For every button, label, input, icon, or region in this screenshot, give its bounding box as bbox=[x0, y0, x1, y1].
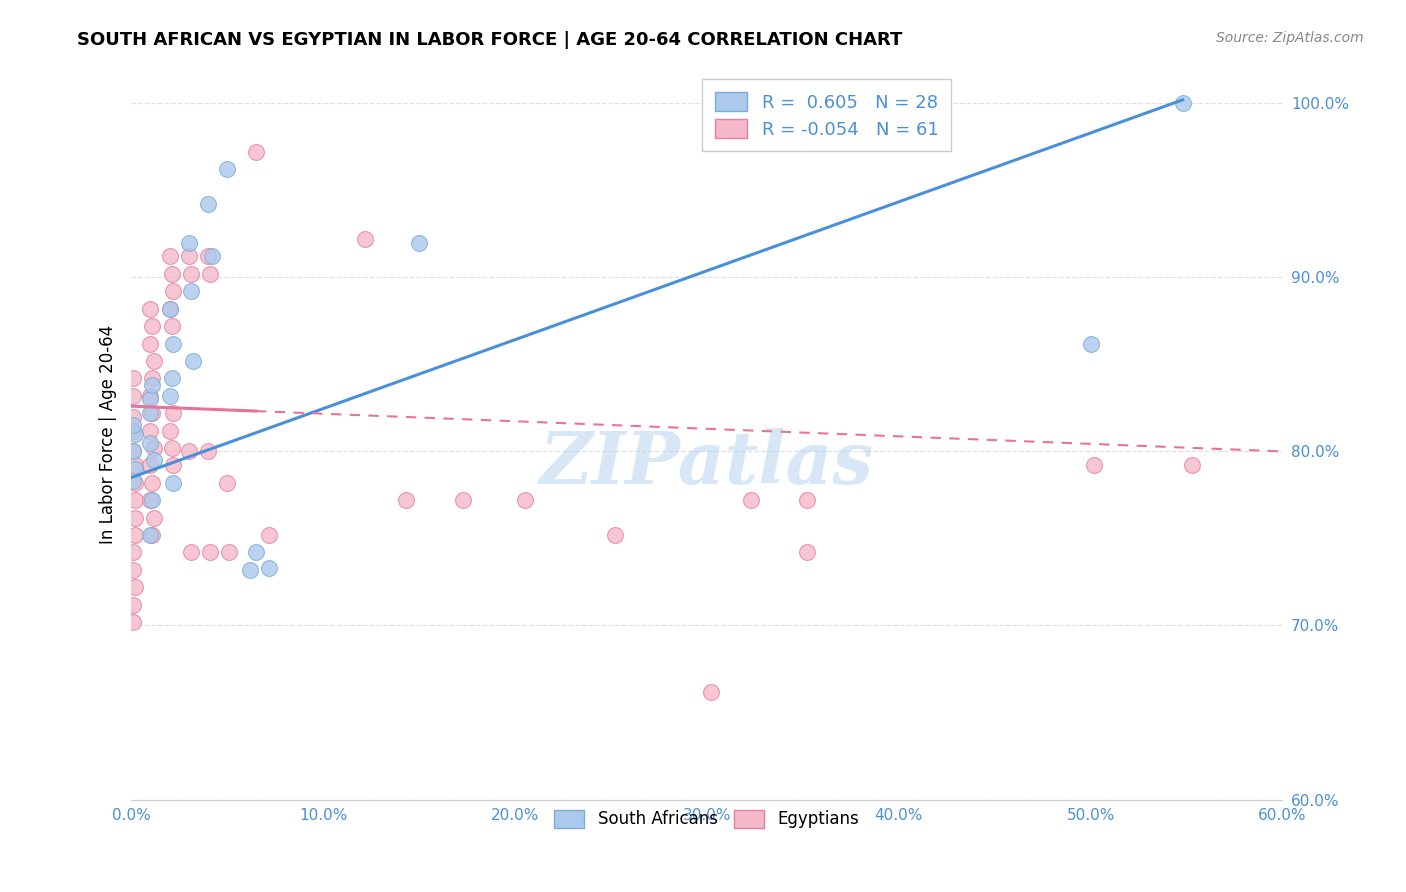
Point bbox=[122, 389, 145, 403]
Point bbox=[160, 371, 183, 385]
Point bbox=[122, 598, 145, 612]
Text: ZIPatlas: ZIPatlas bbox=[540, 428, 875, 499]
Text: SOUTH AFRICAN VS EGYPTIAN IN LABOR FORCE | AGE 20-64 CORRELATION CHART: SOUTH AFRICAN VS EGYPTIAN IN LABOR FORCE… bbox=[77, 31, 903, 49]
Point bbox=[124, 510, 146, 524]
Point bbox=[198, 267, 221, 281]
Point bbox=[162, 458, 184, 473]
Point bbox=[796, 545, 818, 559]
Point bbox=[1080, 336, 1102, 351]
Point bbox=[159, 389, 181, 403]
Point bbox=[139, 336, 162, 351]
Point bbox=[162, 406, 184, 420]
Legend: South Africans, Egyptians: South Africans, Egyptians bbox=[548, 803, 866, 835]
Point bbox=[218, 545, 240, 559]
Point bbox=[180, 545, 202, 559]
Point bbox=[122, 615, 145, 629]
Point bbox=[181, 354, 204, 368]
Point bbox=[160, 319, 183, 334]
Point bbox=[139, 406, 162, 420]
Point bbox=[124, 493, 146, 508]
Point bbox=[408, 235, 430, 250]
Point bbox=[122, 474, 145, 488]
Point bbox=[139, 301, 162, 316]
Point bbox=[160, 441, 183, 455]
Point bbox=[122, 409, 145, 424]
Point bbox=[139, 493, 162, 508]
Point bbox=[122, 371, 145, 385]
Point bbox=[245, 545, 267, 559]
Point bbox=[143, 453, 166, 467]
Point bbox=[162, 475, 184, 490]
Point bbox=[143, 441, 166, 455]
Point bbox=[141, 378, 163, 392]
Point bbox=[159, 424, 181, 438]
Point bbox=[180, 267, 202, 281]
Point bbox=[1171, 96, 1194, 111]
Point bbox=[139, 389, 162, 403]
Point bbox=[394, 493, 416, 508]
Point bbox=[139, 435, 162, 450]
Point bbox=[124, 427, 146, 442]
Text: Source: ZipAtlas.com: Source: ZipAtlas.com bbox=[1216, 31, 1364, 45]
Point bbox=[259, 528, 281, 542]
Point bbox=[201, 250, 224, 264]
Point bbox=[122, 418, 145, 433]
Point bbox=[124, 462, 146, 476]
Point bbox=[124, 475, 146, 490]
Point bbox=[239, 563, 262, 577]
Point bbox=[122, 563, 145, 577]
Point bbox=[124, 458, 146, 473]
Point bbox=[177, 444, 200, 458]
Point bbox=[143, 354, 166, 368]
Point bbox=[124, 528, 146, 542]
Point bbox=[139, 458, 162, 473]
Point bbox=[1083, 458, 1105, 473]
Point bbox=[141, 319, 163, 334]
Point bbox=[513, 493, 536, 508]
Point bbox=[122, 444, 145, 458]
Point bbox=[451, 493, 474, 508]
Point bbox=[180, 285, 202, 299]
Point bbox=[159, 250, 181, 264]
Point bbox=[699, 684, 721, 698]
Point bbox=[122, 424, 145, 438]
Point bbox=[141, 493, 163, 508]
Point bbox=[143, 510, 166, 524]
Point bbox=[122, 444, 145, 458]
Point bbox=[1181, 458, 1204, 473]
Point bbox=[162, 285, 184, 299]
Point bbox=[197, 197, 219, 211]
Point bbox=[197, 444, 219, 458]
Point bbox=[796, 493, 818, 508]
Point bbox=[141, 406, 163, 420]
Point bbox=[139, 392, 162, 407]
Point bbox=[603, 528, 626, 542]
Point bbox=[139, 528, 162, 542]
Point bbox=[159, 301, 181, 316]
Point bbox=[122, 545, 145, 559]
Point bbox=[177, 250, 200, 264]
Point bbox=[160, 267, 183, 281]
Point bbox=[141, 475, 163, 490]
Point bbox=[162, 336, 184, 351]
Point bbox=[198, 545, 221, 559]
Point bbox=[217, 162, 239, 177]
Point bbox=[217, 475, 239, 490]
Point bbox=[177, 235, 200, 250]
Point bbox=[245, 145, 267, 159]
Point bbox=[159, 301, 181, 316]
Point bbox=[197, 250, 219, 264]
Y-axis label: In Labor Force | Age 20-64: In Labor Force | Age 20-64 bbox=[100, 325, 117, 543]
Point bbox=[740, 493, 762, 508]
Point bbox=[139, 424, 162, 438]
Point bbox=[141, 371, 163, 385]
Point bbox=[141, 528, 163, 542]
Point bbox=[354, 232, 377, 246]
Point bbox=[124, 580, 146, 594]
Point bbox=[259, 561, 281, 575]
